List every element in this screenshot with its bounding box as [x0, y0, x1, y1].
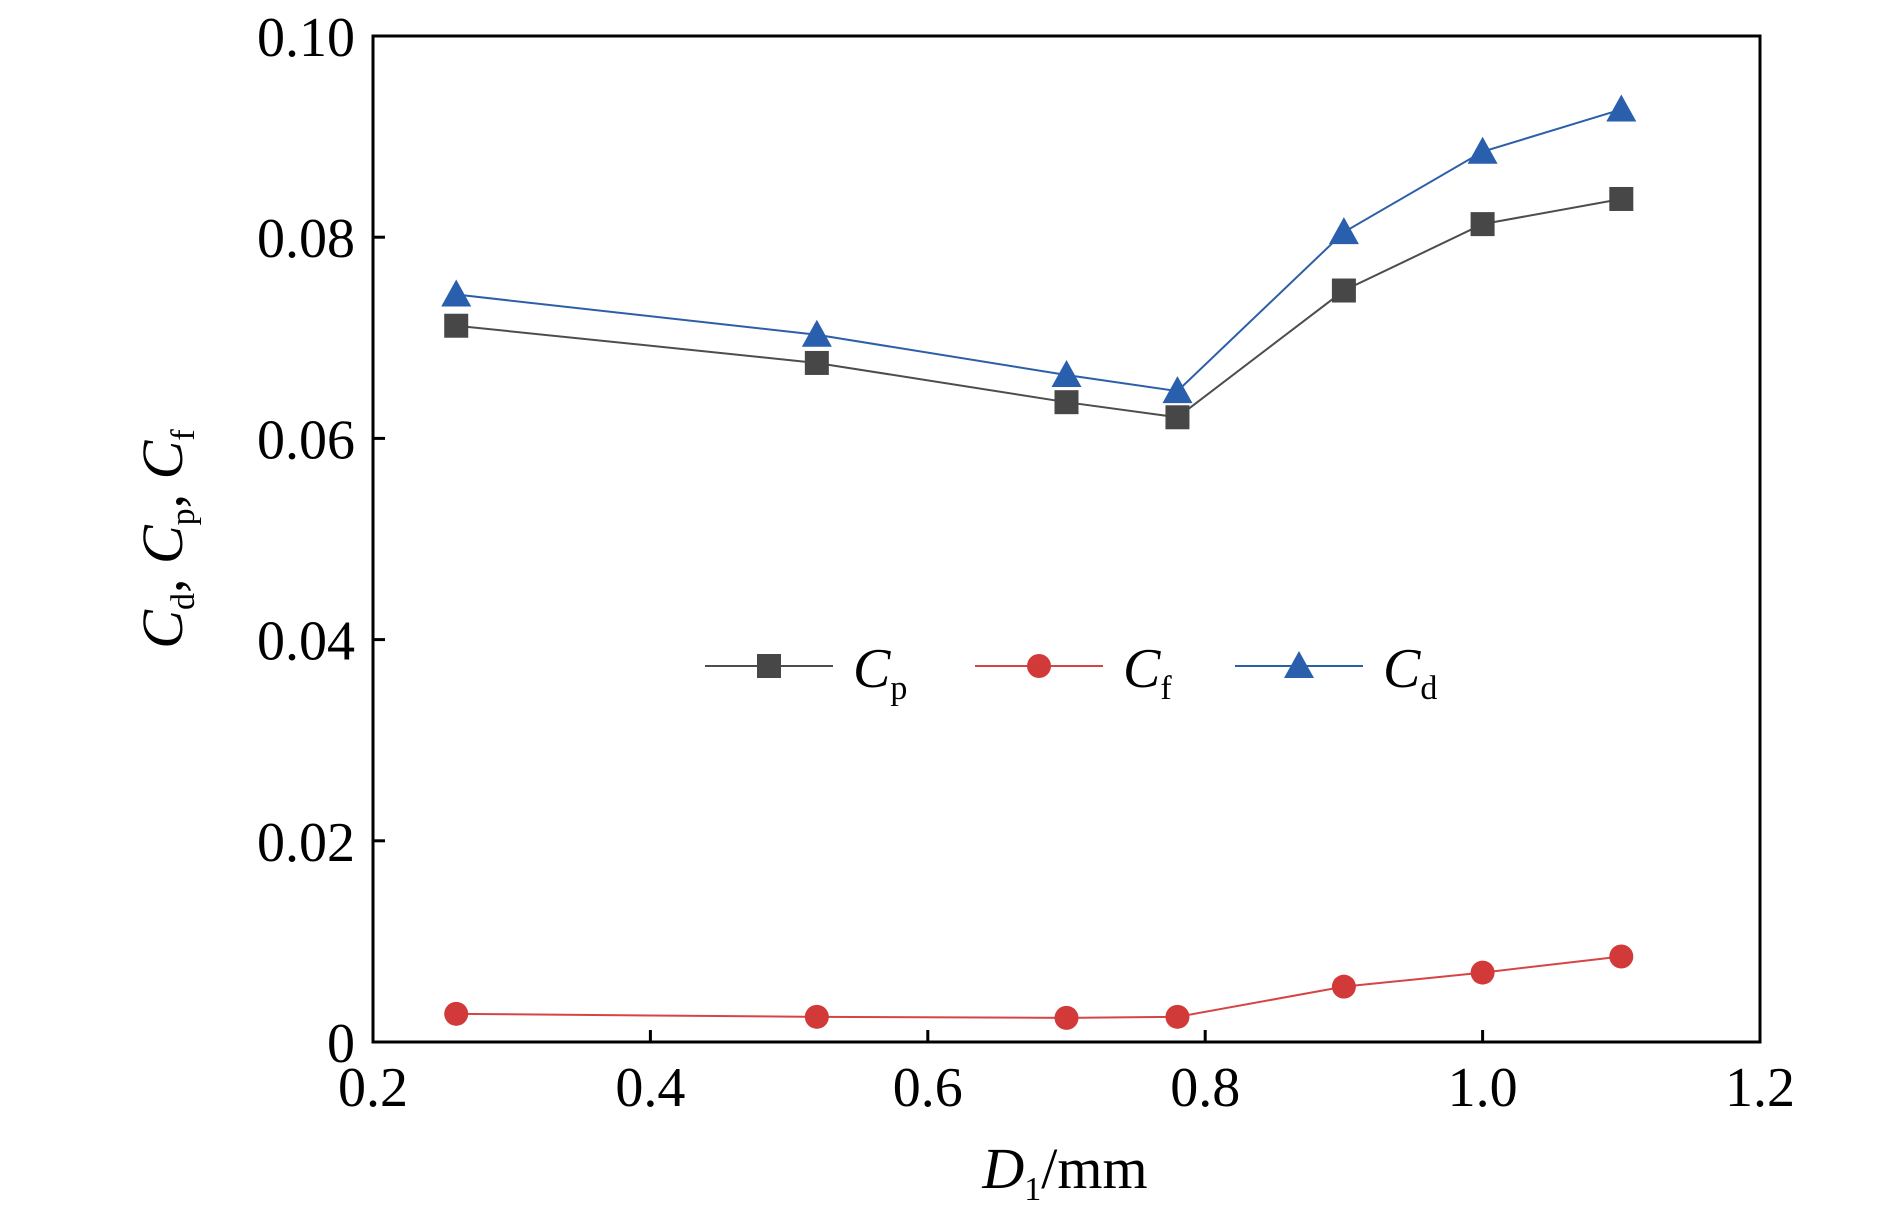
x-tick-label: 0.4: [615, 1057, 685, 1119]
y-tick-label: 0.02: [257, 812, 355, 874]
axis-ticks: 0.2 0.4 0.6 0.8 1.0 1.2 0 0.02 0.04 0.06 0.08 0.10: [257, 7, 1795, 1119]
data-point: [804, 350, 829, 375]
x-axis-title: D1/mm: [981, 1136, 1147, 1207]
legend-marker: [1284, 651, 1314, 678]
data-point: [1609, 944, 1634, 969]
series-line: [456, 955, 1622, 1019]
data-point: [1470, 960, 1495, 985]
x-tick-label: 1.0: [1448, 1057, 1518, 1119]
data-point: [1609, 186, 1634, 211]
data-point: [1331, 278, 1356, 303]
legend: Cp Cf Cd: [705, 638, 1437, 707]
legend-item-cd: Cd: [1235, 638, 1437, 707]
series-cf: [444, 944, 1634, 1030]
data-point: [1162, 376, 1193, 404]
legend-label: Cf: [1123, 638, 1172, 707]
data-point: [1054, 1005, 1079, 1030]
y-tick-label: 0.04: [257, 611, 355, 673]
y-tick-label: 0.10: [257, 7, 355, 69]
data-point: [444, 313, 469, 338]
data-point: [1470, 212, 1495, 237]
legend-label: Cd: [1383, 638, 1437, 707]
series-cd: [441, 94, 1637, 404]
series-layer: [441, 94, 1637, 1030]
legend-label: Cp: [853, 638, 907, 707]
data-point: [1467, 136, 1498, 164]
y-tick-label: 0.08: [257, 208, 355, 270]
data-point: [1054, 390, 1079, 415]
x-tick-label: 0.2: [338, 1057, 408, 1119]
data-point: [804, 1004, 829, 1029]
data-point: [1165, 1004, 1190, 1029]
legend-marker: [1027, 654, 1051, 678]
series-cp: [444, 186, 1634, 430]
data-point: [444, 1001, 469, 1026]
y-tick-label: 0: [327, 1013, 355, 1075]
data-point: [1606, 94, 1637, 122]
data-point: [1331, 974, 1356, 999]
x-tick-label: 0.8: [1170, 1057, 1240, 1119]
legend-item-cp: Cp: [705, 638, 907, 707]
data-point: [801, 319, 832, 347]
data-point: [1328, 217, 1359, 245]
y-tick-label: 0.06: [257, 409, 355, 471]
data-point: [1165, 405, 1190, 430]
x-tick-label: 1.2: [1725, 1057, 1795, 1119]
x-tick-label: 0.6: [893, 1057, 963, 1119]
y-axis-title: Cd, Cp, Cf: [130, 429, 202, 649]
legend-item-cf: Cf: [975, 638, 1172, 707]
series-line: [456, 197, 1622, 419]
plot-frame: [371, 34, 1762, 1044]
data-point: [441, 279, 472, 307]
series-line: [456, 108, 1622, 393]
data-point: [1051, 360, 1082, 388]
legend-marker: [757, 654, 781, 678]
